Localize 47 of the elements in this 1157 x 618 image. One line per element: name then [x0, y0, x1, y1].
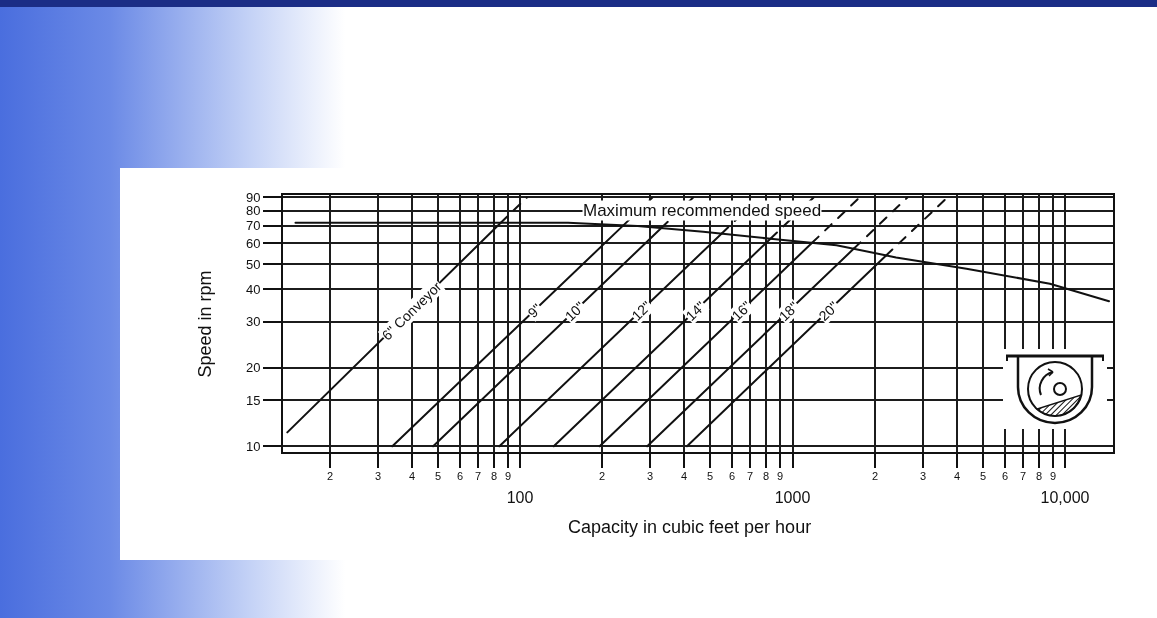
y-tick-label: 20 [245, 360, 261, 376]
text: 18" [775, 298, 802, 325]
text: 7 [747, 470, 754, 482]
text: 2 [599, 470, 606, 482]
y-axis-title: Speed in rpm [195, 270, 216, 378]
text: 10" [561, 298, 588, 325]
text: 5 [707, 470, 714, 482]
text: 12" [628, 297, 655, 324]
text: 4 [954, 470, 961, 482]
text: 5 [980, 470, 987, 482]
text: 9 [777, 470, 784, 482]
text: 14" [682, 298, 709, 324]
y-tick-label: 70 [245, 218, 261, 234]
text: 6 [729, 470, 736, 482]
text: 20" [815, 298, 842, 324]
text: 3 [647, 470, 654, 482]
x-axis-title: Capacity in cubic feet per hour [568, 517, 812, 537]
text: 7 [475, 470, 482, 482]
text: 6 [1002, 470, 1009, 482]
y-tick-label: 50 [245, 256, 261, 272]
text: 9 [505, 470, 512, 482]
y-tick-label: 80 [245, 203, 261, 219]
series-label: Maximum recommended speed [583, 201, 822, 220]
text: 2 [872, 470, 879, 482]
text: 16" [728, 297, 755, 324]
text: 9 [1050, 470, 1057, 482]
text: 8 [1036, 470, 1043, 482]
text: 2 [327, 470, 334, 482]
y-tick-label: 60 [245, 235, 261, 251]
y-tick-label: 30 [245, 314, 261, 330]
x-tick-label: 100 [506, 489, 534, 507]
y-tick-label: 90 [245, 190, 261, 206]
y-tick-label: 15 [245, 392, 261, 408]
text: 3 [375, 470, 382, 482]
text: 5 [435, 470, 442, 482]
text: 9" [524, 300, 545, 321]
x-tick-label: 10,000 [1040, 489, 1090, 507]
text: 8 [763, 470, 770, 482]
text: 4 [409, 470, 416, 482]
text: 6 [457, 470, 464, 482]
y-tick-label: 40 [245, 281, 261, 297]
text: 7 [1020, 470, 1027, 482]
text: 8 [491, 470, 498, 482]
text: 4 [681, 470, 688, 482]
text: 3 [920, 470, 927, 482]
x-tick-label: 1000 [774, 489, 811, 507]
y-tick-label: 10 [245, 438, 261, 454]
